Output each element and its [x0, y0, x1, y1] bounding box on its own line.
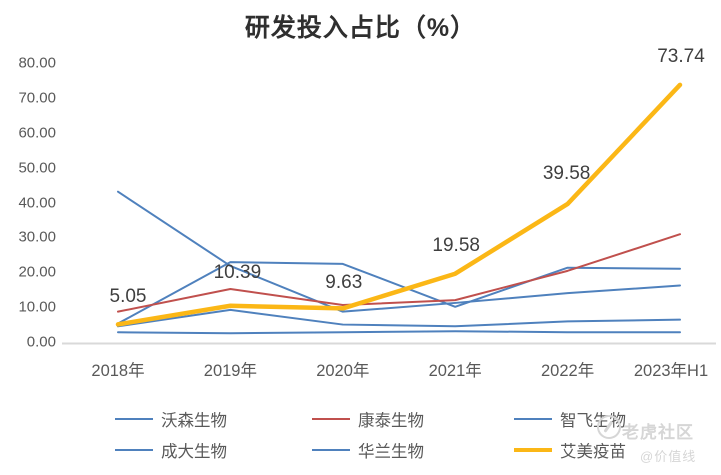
x-axis-tick: 2018年 [91, 362, 145, 380]
series-line-华兰生物 [117, 308, 681, 328]
data-label: 10.39 [213, 261, 262, 283]
series-line-艾美疫苗 [115, 82, 683, 327]
watermark-tiger-community: 老虎社区 [622, 423, 694, 442]
legend-label: 沃森生物 [161, 412, 227, 430]
x-axis-tick: 2021年 [428, 362, 482, 380]
legend-item-康泰生物: 康泰生物 [312, 410, 424, 430]
y-axis-tick: 40.00 [18, 194, 56, 211]
legend-item-华兰生物: 华兰生物 [312, 441, 424, 461]
y-axis-tick: 80.00 [18, 54, 56, 72]
data-label: 19.58 [432, 234, 480, 256]
y-axis-tick: 50.00 [18, 159, 56, 177]
series-line-成大生物 [117, 261, 681, 325]
y-axis-tick: 70.00 [18, 89, 56, 107]
legend-line-sample [312, 418, 350, 420]
legend-line-sample [115, 418, 153, 420]
legend-item-艾美疫苗: 艾美疫苗 [514, 441, 626, 461]
legend-label: 康泰生物 [358, 412, 424, 430]
y-axis-tick: 10.00 [18, 298, 56, 316]
y-axis-tick: 0.00 [26, 333, 56, 351]
y-axis-tick: 30.00 [18, 228, 56, 246]
x-axis-tick: 2022年 [540, 362, 595, 380]
data-label: 9.63 [325, 272, 363, 294]
legend-item-成大生物: 成大生物 [115, 441, 227, 461]
chart-title: 研发投入占比（%） [244, 14, 477, 42]
legend-item-沃森生物: 沃森生物 [115, 410, 227, 430]
watermark-value-line: @价值线 [640, 449, 697, 464]
legend-line-sample [115, 449, 153, 451]
x-axis-tick: 2020年 [316, 362, 370, 380]
legend-label: 艾美疫苗 [560, 443, 626, 461]
x-axis-tick: 2023年H1 [633, 362, 709, 380]
legend-line-sample [514, 418, 552, 420]
y-axis-tick: 60.00 [18, 124, 56, 142]
data-label: 5.05 [109, 286, 147, 308]
legend-line-sample [514, 448, 552, 452]
data-label: 39.58 [542, 162, 591, 184]
data-label: 73.74 [657, 45, 705, 67]
legend-label: 成大生物 [161, 443, 227, 461]
x-axis-tick: 2019年 [203, 362, 257, 380]
series-line-智飞生物 [117, 330, 681, 335]
y-axis-tick: 20.00 [18, 263, 56, 281]
legend-label: 华兰生物 [358, 443, 424, 461]
series-line-沃森生物 [117, 190, 681, 313]
series-line-康泰生物 [117, 233, 681, 313]
legend-line-sample [312, 449, 350, 451]
